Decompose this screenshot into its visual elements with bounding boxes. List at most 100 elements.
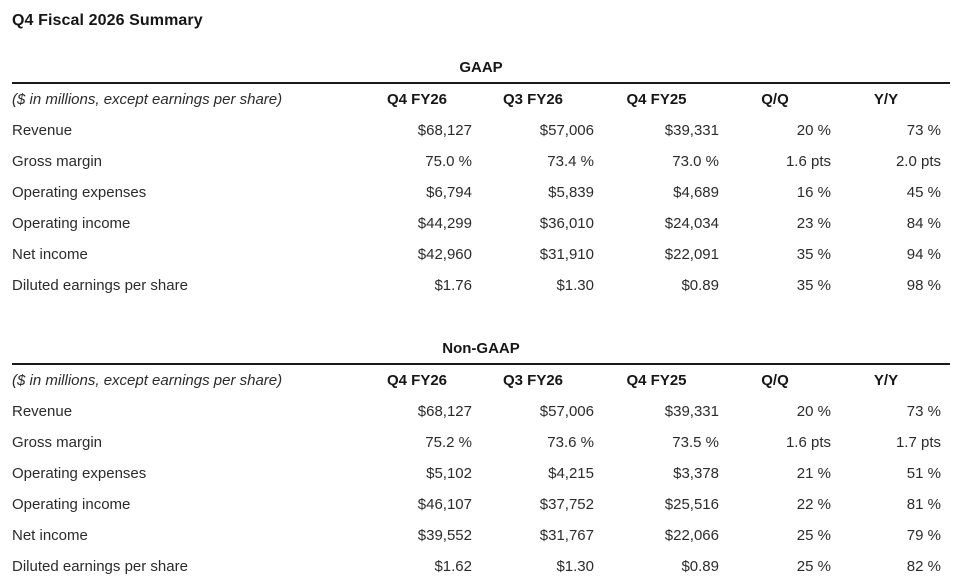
cell-value: $44,299 [417, 215, 472, 232]
cell-value: $39,552 [417, 527, 472, 544]
cell-value: 23 % [796, 215, 831, 232]
row-label: Revenue [12, 403, 73, 420]
cell-value: $25,516 [664, 496, 719, 513]
col-header-q3-fy26: Q3 FY26 [502, 91, 564, 108]
row-label: Operating income [12, 496, 131, 513]
cell-value: $22,091 [664, 246, 719, 263]
cell-value: $4,689 [673, 184, 719, 201]
cell-value: 84 % [906, 215, 941, 232]
cell-value: $22,066 [664, 527, 719, 544]
table-row: Net income $39,552 $31,767 $22,066 25 % 79 % [12, 520, 950, 551]
gaap-section: GAAP ($ in millions, except earnings per… [12, 60, 950, 301]
table-row: Revenue $68,127 $57,006 $39,331 20 % 73 % [12, 115, 950, 146]
table-row: Gross margin 75.0 % 73.4 % 73.0 % 1.6 pts 2.0… [12, 146, 950, 177]
cell-value: 21 % [796, 465, 831, 482]
row-label: Revenue [12, 122, 73, 139]
cell-value: 98 % [906, 277, 941, 294]
page-title: Q4 Fiscal 2026 Summary [12, 12, 203, 29]
non-gaap-table: ($ in millions, except earnings per shar… [12, 363, 950, 582]
cell-value: $68,127 [417, 122, 472, 139]
row-label: Diluted earnings per share [12, 277, 188, 294]
table-row: Operating income $46,107 $37,752 $25,516 22 … [12, 489, 950, 520]
cell-value: $37,752 [539, 496, 594, 513]
gaap-section-title: GAAP [459, 59, 503, 76]
row-label: Diluted earnings per share [12, 558, 188, 575]
col-header-q4-fy25: Q4 FY25 [626, 372, 687, 389]
cell-value: $1.62 [434, 558, 472, 575]
table-row: Revenue $68,127 $57,006 $39,331 20 % 73 % [12, 396, 950, 427]
cell-value: 1.6 pts [785, 153, 831, 170]
table-row: Diluted earnings per share $1.76 $1.30 $0.8… [12, 270, 950, 301]
cell-value: 51 % [906, 465, 941, 482]
row-label: Net income [12, 527, 88, 544]
col-header-q3-fy26: Q3 FY26 [502, 372, 564, 389]
row-label: Operating expenses [12, 184, 147, 201]
col-header-q4-fy26: Q4 FY26 [386, 91, 448, 108]
cell-value: 73.5 % [672, 434, 719, 451]
col-header-qq: Q/Q [761, 372, 789, 389]
col-header-q4-fy26: Q4 FY26 [386, 372, 448, 389]
cell-value: 25 % [796, 558, 831, 575]
row-label: Operating expenses [12, 465, 147, 482]
non-gaap-section-title: Non-GAAP [442, 340, 520, 357]
cell-value: 2.0 pts [895, 153, 941, 170]
col-header-qq: Q/Q [761, 91, 789, 108]
cell-value: 1.7 pts [895, 434, 941, 451]
cell-value: 73 % [906, 403, 941, 420]
cell-value: 20 % [796, 122, 831, 139]
cell-value: $1.76 [434, 277, 472, 294]
cell-value: 35 % [796, 277, 831, 294]
non-gaap-table-body: Revenue $68,127 $57,006 $39,331 20 % 73 % Gros… [12, 396, 950, 582]
cell-value: 73 % [906, 122, 941, 139]
cell-value: 73.0 % [672, 153, 719, 170]
cell-value: 35 % [796, 246, 831, 263]
row-label: Operating income [12, 215, 131, 232]
gaap-header-row: ($ in millions, except earnings per shar… [12, 83, 950, 115]
cell-value: 79 % [906, 527, 941, 544]
cell-value: $3,378 [673, 465, 719, 482]
cell-value: 82 % [906, 558, 941, 575]
gaap-table-body: Revenue $68,127 $57,006 $39,331 20 % 73 % Gros… [12, 115, 950, 301]
cell-value: $31,767 [539, 527, 594, 544]
table-caption: ($ in millions, except earnings per shar… [12, 91, 283, 108]
table-row: Diluted earnings per share $1.62 $1.30 $0.8… [12, 551, 950, 582]
cell-value: $31,910 [539, 246, 594, 263]
cell-value: 20 % [796, 403, 831, 420]
table-row: Operating income $44,299 $36,010 $24,034 23 … [12, 208, 950, 239]
cell-value: 45 % [906, 184, 941, 201]
gaap-table: ($ in millions, except earnings per shar… [12, 82, 950, 301]
cell-value: $24,034 [664, 215, 719, 232]
cell-value: 25 % [796, 527, 831, 544]
cell-value: $57,006 [539, 122, 594, 139]
cell-value: 16 % [796, 184, 831, 201]
cell-value: 75.2 % [425, 434, 472, 451]
table-row: Operating expenses $5,102 $4,215 $3,378 21 %… [12, 458, 950, 489]
cell-value: 94 % [906, 246, 941, 263]
cell-value: $68,127 [417, 403, 472, 420]
cell-value: $4,215 [548, 465, 594, 482]
cell-value: $36,010 [539, 215, 594, 232]
table-row: Operating expenses $6,794 $5,839 $4,689 16 %… [12, 177, 950, 208]
col-header-yy: Y/Y [873, 372, 899, 389]
cell-value: 73.4 % [547, 153, 594, 170]
non-gaap-header-row: ($ in millions, except earnings per shar… [12, 364, 950, 396]
non-gaap-section: Non-GAAP ($ in millions, except earnings… [12, 341, 950, 582]
row-label: Gross margin [12, 434, 103, 451]
cell-value: $46,107 [417, 496, 472, 513]
cell-value: 73.6 % [547, 434, 594, 451]
cell-value: $5,102 [426, 465, 472, 482]
col-header-q4-fy25: Q4 FY25 [626, 91, 687, 108]
cell-value: $5,839 [548, 184, 594, 201]
cell-value: $1.30 [556, 277, 594, 294]
row-label: Gross margin [12, 153, 103, 170]
cell-value: $0.89 [681, 558, 719, 575]
col-header-yy: Y/Y [873, 91, 899, 108]
cell-value: $0.89 [681, 277, 719, 294]
table-row: Net income $42,960 $31,910 $22,091 35 % 94 % [12, 239, 950, 270]
cell-value: $39,331 [664, 403, 719, 420]
cell-value: $6,794 [426, 184, 472, 201]
cell-value: $39,331 [664, 122, 719, 139]
cell-value: 22 % [796, 496, 831, 513]
row-label: Net income [12, 246, 88, 263]
cell-value: 1.6 pts [785, 434, 831, 451]
